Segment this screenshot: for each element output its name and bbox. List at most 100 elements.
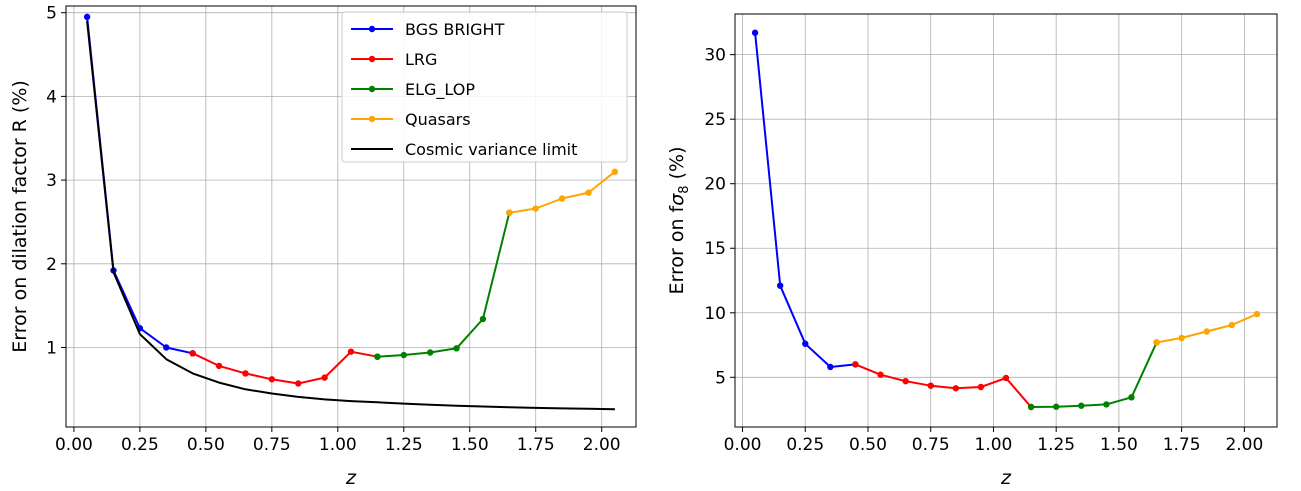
x-tick-label: 0.50 [187,435,225,455]
x-tick-label: 0.50 [849,435,887,455]
x-tick-label: 0.25 [121,435,159,455]
legend-label: ELG_LOP [405,80,475,100]
x-tick-label: 1.50 [1100,435,1138,455]
series-line [192,350,378,385]
legend-marker [368,115,376,123]
series-line [509,170,616,214]
data-point [426,349,434,356]
x-tick-label: 2.00 [1225,435,1263,455]
data-point [400,351,407,359]
y-tick-label: 20 [704,175,726,195]
x-tick-label: 0.75 [912,435,950,455]
data-point [242,370,249,377]
legend-marker [368,25,376,33]
y-tick-label: 15 [704,239,726,259]
x-tick-label: 1.75 [517,435,555,455]
x-axis-label: z [345,467,357,489]
y-tick-label: 3 [46,171,57,191]
series-line [855,363,1032,408]
data-point [977,383,985,391]
data-point [189,350,196,357]
series-line [86,20,615,411]
y-axis-label: Error on fσ8 (%) [666,147,692,295]
data-point [506,209,513,216]
data-point [1128,394,1135,401]
plot-frame [734,13,1278,428]
data-point [374,353,381,360]
x-tick-label: 1.25 [385,435,423,455]
data-point [611,168,619,175]
data-point [215,362,223,370]
legend-marker [368,85,376,93]
data-point [827,363,834,371]
legend-label: Quasars [405,110,471,129]
legend-item: Quasars [351,110,471,129]
x-tick-label: 1.25 [1037,435,1075,455]
x-tick-label: 2.00 [583,435,621,455]
data-point [295,380,302,387]
x-tick-label: 0.25 [786,435,824,455]
data-point [776,282,784,289]
data-point [1178,334,1185,342]
legend-item: ELG_LOP [351,80,475,100]
data-point [927,382,934,389]
y-tick-label: 25 [704,110,726,130]
legend-label: LRG [405,50,437,69]
data-point [1078,402,1085,409]
fsigma8-error-chart: 0.00 0.25 0.50 0.75 1.00 1.25 1.50 1.75 2.00 5 10 1… [666,13,1278,489]
x-tick-label: 0.75 [253,435,291,455]
data-point [802,340,809,347]
x-tick-label: 1.75 [1163,435,1201,455]
data-point [83,13,91,21]
series-line [377,212,511,358]
x-tick-label: 1.50 [451,435,489,455]
plot-frame [65,5,637,428]
legend-box [341,11,628,163]
data-point [1203,328,1210,335]
legend-label: BGS BRIGHT [405,20,505,39]
data-point [902,377,909,385]
y-axis-label: Error on dilation factor R (%) [9,80,31,353]
data-point [585,189,592,196]
legend-item: LRG [351,50,437,69]
legend-label: Cosmic variance limit [405,140,577,159]
data-point [1027,403,1035,411]
data-point [751,29,759,36]
y-axis-label-subscript: 8 [677,185,692,193]
y-tick-label: 5 [46,4,57,24]
data-point [532,205,539,212]
y-axis-label-sigma: σ [666,193,688,206]
legend-marker [368,55,376,63]
series-line [1031,342,1158,408]
y-axis-label-unit: (%) [666,147,688,186]
data-point [877,371,884,378]
data-point [558,195,566,202]
y-tick-label: 4 [46,87,57,107]
data-point [1103,401,1110,408]
data-point [1153,339,1160,346]
data-point [268,376,276,383]
y-tick-label: 2 [46,255,57,275]
y-axis-label-main: Error on f [666,204,688,294]
x-tick-label: 1.00 [975,435,1013,455]
data-point [952,385,960,392]
data-point [1002,374,1010,382]
x-tick-label: 0.00 [55,435,93,455]
data-point [347,348,355,355]
legend-item: BGS BRIGHT [351,20,505,39]
data-point [1052,403,1060,410]
y-tick-label: 30 [704,46,726,66]
x-tick-label: 1.00 [319,435,357,455]
legend-item: Cosmic variance limit [351,140,577,159]
data-point [163,344,170,351]
data-point [1253,310,1261,318]
data-point [321,374,328,381]
x-axis-label: z [1000,467,1012,489]
data-point [1228,321,1236,329]
y-tick-label: 5 [715,368,726,388]
y-tick-label: 1 [46,338,57,358]
data-point [453,345,460,352]
data-point [852,361,859,368]
dilation-error-chart: 0.00 0.25 0.50 0.75 1.00 1.25 1.50 1.75 2.00 1 2 3 4… [9,4,637,489]
